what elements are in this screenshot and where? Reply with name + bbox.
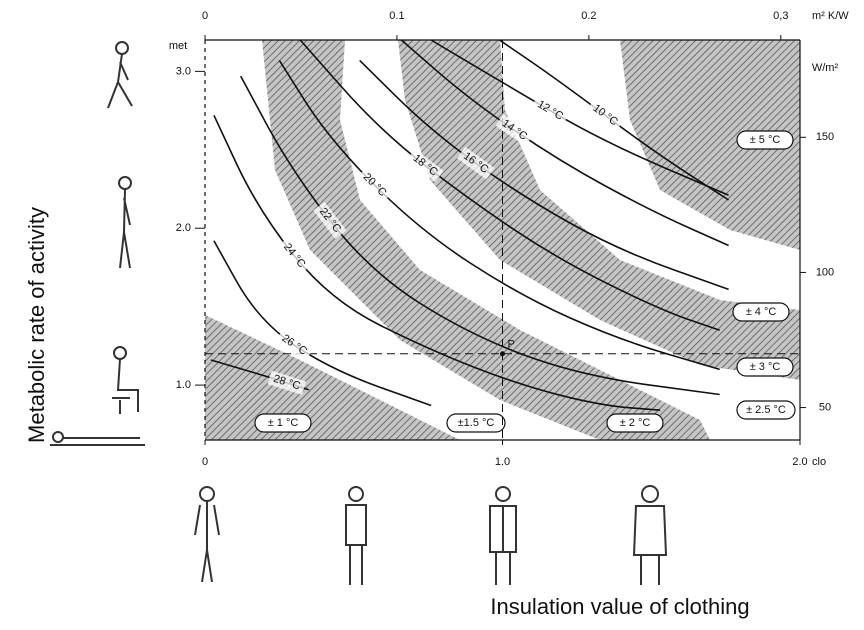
label-bg [313, 201, 347, 239]
y2-tick-label: 150 [816, 131, 834, 143]
y-tick-label: 3.0 [176, 65, 191, 77]
label-bg [586, 98, 624, 132]
label-bg [275, 329, 314, 362]
isotherm [359, 59, 729, 291]
isotherm-label: 12 °C [535, 98, 565, 122]
label-bg [267, 370, 307, 395]
label-box [736, 130, 794, 150]
label-bg [356, 167, 393, 203]
figure-suit [489, 486, 517, 585]
label-bg [406, 148, 444, 183]
standing-figure [118, 176, 132, 269]
y-tick-label: 2.0 [176, 222, 191, 234]
x-unit: clo [812, 456, 826, 468]
band [620, 40, 800, 250]
x2-tick-label: 0.2 [581, 10, 596, 22]
y2-unit: W/m² [812, 62, 839, 74]
tolerance-label: ±1.5 °C [458, 417, 495, 429]
isotherm-label-group: 10 °C [586, 98, 624, 132]
x2-tick-label: 0,3 [773, 10, 788, 22]
isotherm-label-group: 28 °C [267, 370, 307, 395]
reference-point [500, 351, 505, 357]
x-tick-label: 0 [202, 456, 208, 468]
y-unit: met [169, 40, 187, 52]
band [205, 315, 460, 440]
label-bg [457, 146, 495, 180]
figure-nude [194, 486, 220, 583]
band [262, 40, 710, 440]
label-box [736, 400, 796, 420]
label-bg [277, 237, 311, 275]
isotherm-label-group: 12 °C [531, 95, 570, 126]
y-tick-label: 1.0 [176, 379, 191, 391]
x-tick-label: 1.0 [495, 456, 510, 468]
x2-tick-label: 0.1 [389, 10, 404, 22]
lying-figure [50, 431, 145, 446]
isotherm [239, 75, 720, 396]
isotherm [278, 59, 720, 371]
label-bg [531, 95, 570, 126]
label-box [254, 413, 312, 433]
isotherm [400, 39, 729, 247]
isotherm [299, 39, 720, 331]
label-box [446, 413, 506, 433]
label-box [736, 357, 794, 377]
y2-tick-label: 100 [816, 266, 834, 278]
tolerance-label: ± 4 °C [746, 306, 777, 318]
x2-tick-label: 0 [202, 10, 208, 22]
isotherm-label-group: 20 °C [356, 167, 393, 203]
label-box [606, 413, 664, 433]
tolerance-label: ± 1 °C [268, 417, 299, 429]
sitting-figure [112, 346, 139, 414]
isotherm-label-group: 24 °C [277, 237, 311, 275]
tolerance-label: ± 2 °C [620, 417, 651, 429]
tolerance-labels: ± 1 °C ±1.5 °C ± 2 °C ± 2.5 °C ± 3 °C ± … [254, 130, 796, 433]
walking-figure [107, 41, 133, 109]
tolerance-label: ± 2.5 °C [746, 404, 786, 416]
clothing-figures [194, 485, 668, 585]
reference-label: P [508, 339, 515, 351]
figure-heavy [632, 485, 668, 585]
y-title: Metabolic rate of activity [24, 207, 49, 443]
y2-tick-label: 50 [819, 401, 831, 413]
x-tick-label: 2.0 [792, 456, 807, 468]
x2-unit: m² K/W [812, 10, 849, 22]
x-title: Insulation value of clothing [490, 594, 749, 619]
tolerance-label: ± 3 °C [750, 361, 781, 373]
tolerance-label: ± 5 °C [750, 134, 781, 146]
isotherm [213, 114, 661, 411]
label-bg [495, 114, 534, 147]
figure-light [345, 486, 367, 585]
label-box [732, 302, 790, 322]
activity-figures [50, 41, 145, 446]
